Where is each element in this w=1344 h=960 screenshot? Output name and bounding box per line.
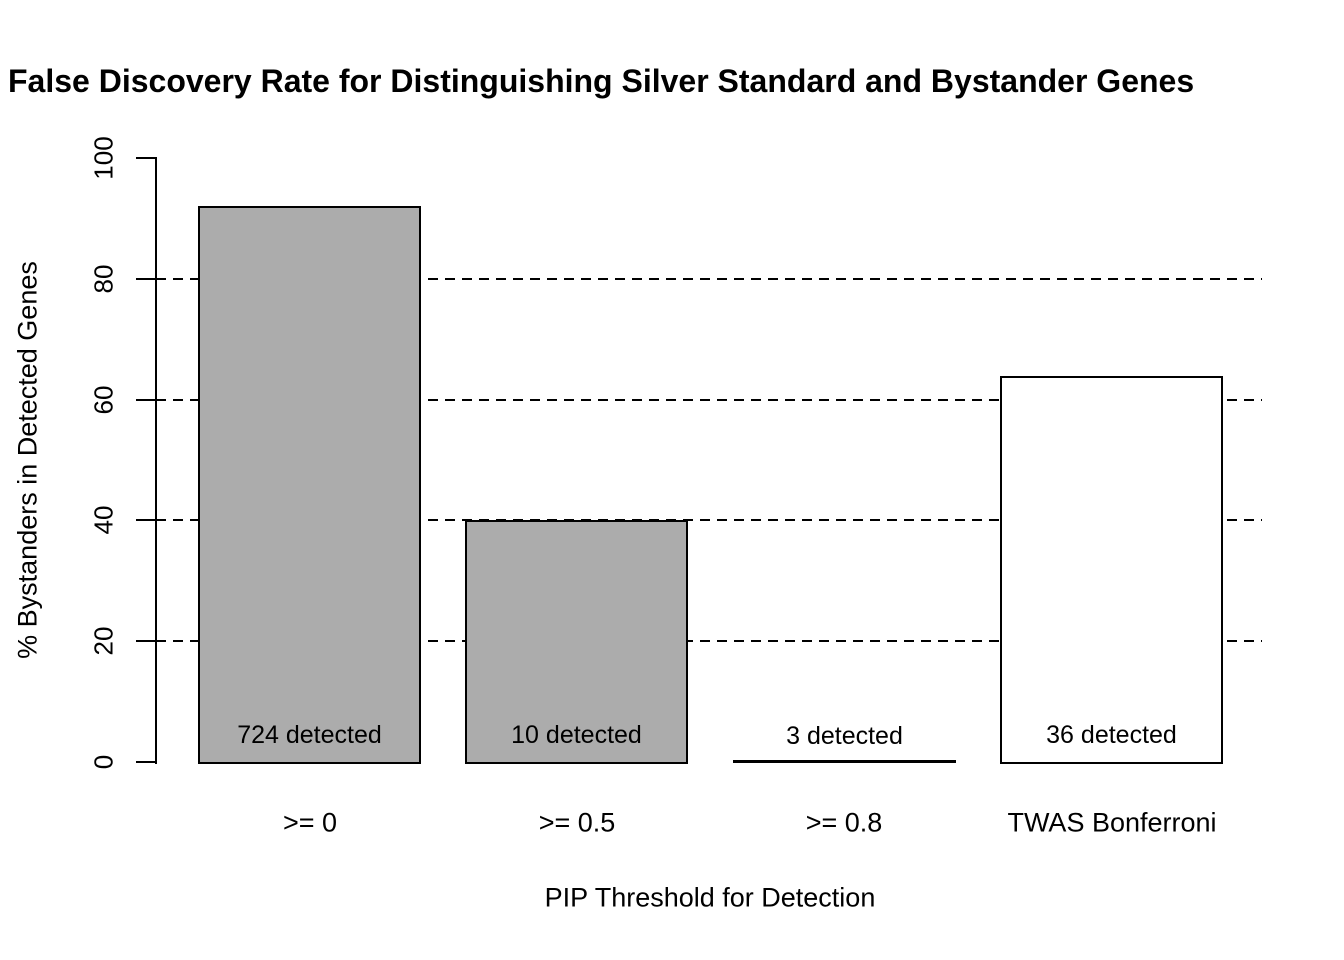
y-axis-title: % Bystanders in Detected Genes xyxy=(12,261,43,659)
x-category-label: >= 0.8 xyxy=(805,807,883,838)
gridline-60 xyxy=(156,399,1262,401)
y-axis-tick xyxy=(136,640,156,642)
y-axis-tick xyxy=(136,399,156,401)
gridline-80 xyxy=(156,278,1262,280)
y-axis-line xyxy=(155,157,157,764)
y-axis-tick xyxy=(136,519,156,521)
y-axis-tick-label: 20 xyxy=(88,626,119,656)
y-axis-tick xyxy=(136,278,156,280)
x-category-label: >= 0 xyxy=(282,807,338,838)
y-axis-tick-label: 0 xyxy=(88,754,119,770)
y-axis-tick xyxy=(136,761,156,763)
bar-count-label: 3 detected xyxy=(786,722,903,750)
x-axis-title: PIP Threshold for Detection xyxy=(544,882,876,913)
y-axis-tick-label: 100 xyxy=(88,136,119,180)
bar-pip-05: 10 detected xyxy=(465,520,688,764)
y-axis-tick-label: 80 xyxy=(88,264,119,294)
gridline-40 xyxy=(156,519,1262,521)
y-axis-tick-label: 40 xyxy=(88,505,119,535)
bar-twas-bonferroni: 36 detected xyxy=(1000,376,1223,764)
x-category-label: >= 0.5 xyxy=(538,807,616,838)
bar-count-label: 724 detected xyxy=(237,721,382,749)
bar-count-label: 36 detected xyxy=(1046,721,1177,749)
bar-pip-0: 724 detected xyxy=(198,206,421,764)
chart-title: False Discovery Rate for Distinguishing … xyxy=(8,63,1195,99)
bar-count-label: 10 detected xyxy=(511,721,642,749)
bar-pip-08: 3 detected xyxy=(733,722,956,763)
gridline-20 xyxy=(156,640,1262,642)
y-axis-tick xyxy=(136,157,156,159)
x-category-label: TWAS Bonferroni xyxy=(1007,807,1217,838)
y-axis-tick-label: 60 xyxy=(88,385,119,415)
